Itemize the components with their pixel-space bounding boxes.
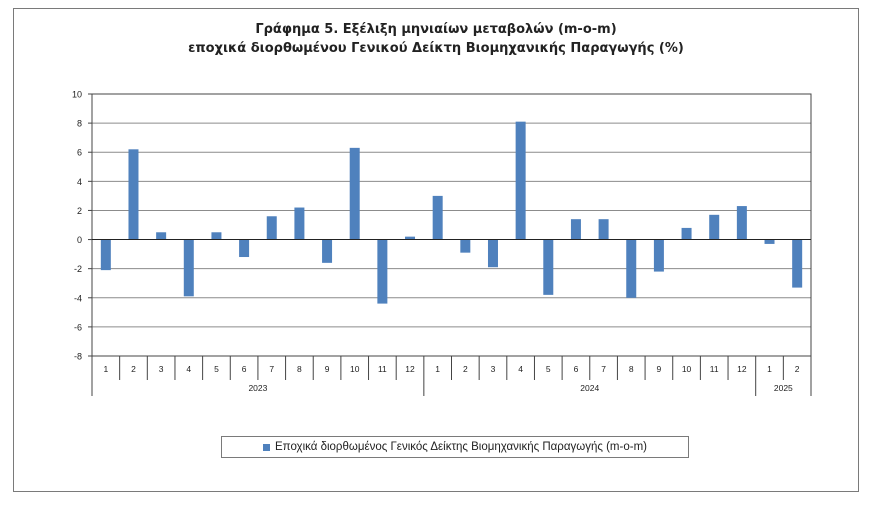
bar — [377, 239, 388, 304]
x-tick-label: 6 — [574, 364, 579, 374]
bar — [653, 239, 664, 272]
y-tick-label: 4 — [77, 177, 82, 187]
legend-label: Εποχικά διορθωμένος Γενικός Δείκτης Βιομ… — [275, 441, 647, 453]
x-tick-label: 3 — [159, 364, 164, 374]
x-tick-label: 12 — [405, 364, 415, 374]
chart-frame — [13, 8, 859, 492]
x-tick-label: 6 — [242, 364, 247, 374]
x-tick-label: 9 — [325, 364, 330, 374]
bar — [183, 239, 194, 297]
x-tick-label: 1 — [767, 364, 772, 374]
bar — [156, 232, 167, 240]
y-tick-label: 10 — [72, 90, 82, 100]
x-tick-label: 12 — [737, 364, 747, 374]
x-tick-label: 5 — [214, 364, 219, 374]
x-tick-label: 11 — [378, 364, 387, 374]
x-tick-label: 4 — [186, 364, 191, 374]
y-tick-label: 2 — [77, 206, 82, 216]
bar — [792, 239, 803, 288]
y-tick-label: 8 — [77, 119, 82, 129]
y-tick-label: -4 — [74, 293, 82, 303]
y-tick-label: -2 — [74, 264, 82, 274]
year-label: 2024 — [580, 383, 599, 393]
bar — [515, 121, 526, 240]
bar — [128, 149, 139, 240]
bar — [322, 239, 333, 263]
bar — [405, 236, 416, 240]
legend: Εποχικά διορθωμένος Γενικός Δείκτης Βιομ… — [221, 436, 689, 458]
bar — [432, 195, 443, 240]
x-tick-label: 5 — [546, 364, 551, 374]
x-tick-label: 3 — [491, 364, 496, 374]
y-tick-label: 0 — [77, 235, 82, 245]
bar — [460, 239, 471, 253]
bar — [598, 219, 609, 240]
x-tick-label: 9 — [657, 364, 662, 374]
bar — [239, 239, 250, 258]
x-tick-label: 2 — [463, 364, 468, 374]
year-label: 2025 — [774, 383, 793, 393]
x-tick-label: 10 — [682, 364, 692, 374]
x-tick-label: 8 — [629, 364, 634, 374]
y-tick-label: -6 — [74, 322, 82, 332]
y-tick-labels: -8 -6 -4 -2 0 2 4 6 8 10 — [72, 90, 82, 362]
gridlines — [92, 93, 811, 357]
x-tick-label: 1 — [435, 364, 440, 374]
x-tick-label: 1 — [103, 364, 108, 374]
x-tick-label: 2 — [795, 364, 800, 374]
bar — [294, 207, 305, 240]
bar — [266, 216, 277, 240]
x-tick-label: 7 — [269, 364, 274, 374]
bar — [709, 214, 720, 240]
y-tick-label: -8 — [74, 352, 82, 362]
bar — [543, 239, 554, 295]
bar — [681, 227, 692, 240]
plot-area — [91, 93, 812, 357]
x-tick-label: 10 — [350, 364, 360, 374]
chart-title-line1: Γράφημα 5. Εξέλιξη μηνιαίων μεταβολών (m… — [255, 22, 617, 37]
bar — [487, 239, 498, 268]
y-tick-label: 6 — [77, 148, 82, 158]
bar — [349, 147, 360, 240]
chart-title-line2: εποχικά διορθωμένου Γενικού Δείκτη Βιομη… — [188, 41, 684, 56]
x-tick-label: 7 — [601, 364, 606, 374]
chart-title: Γράφημα 5. Εξέλιξη μηνιαίων μεταβολών (m… — [13, 20, 859, 58]
bar — [626, 239, 637, 298]
x-tick-label: 2 — [131, 364, 136, 374]
x-tick-label: 4 — [518, 364, 523, 374]
bar — [211, 232, 222, 240]
year-label: 2023 — [248, 383, 267, 393]
bars — [100, 121, 803, 304]
legend-swatch — [263, 443, 270, 451]
axes — [88, 93, 812, 396]
x-tick-label: 11 — [710, 364, 719, 374]
x-tick-label: 8 — [297, 364, 302, 374]
bar — [100, 239, 111, 271]
bar — [764, 239, 775, 244]
bar — [736, 206, 747, 240]
bar — [570, 219, 581, 240]
